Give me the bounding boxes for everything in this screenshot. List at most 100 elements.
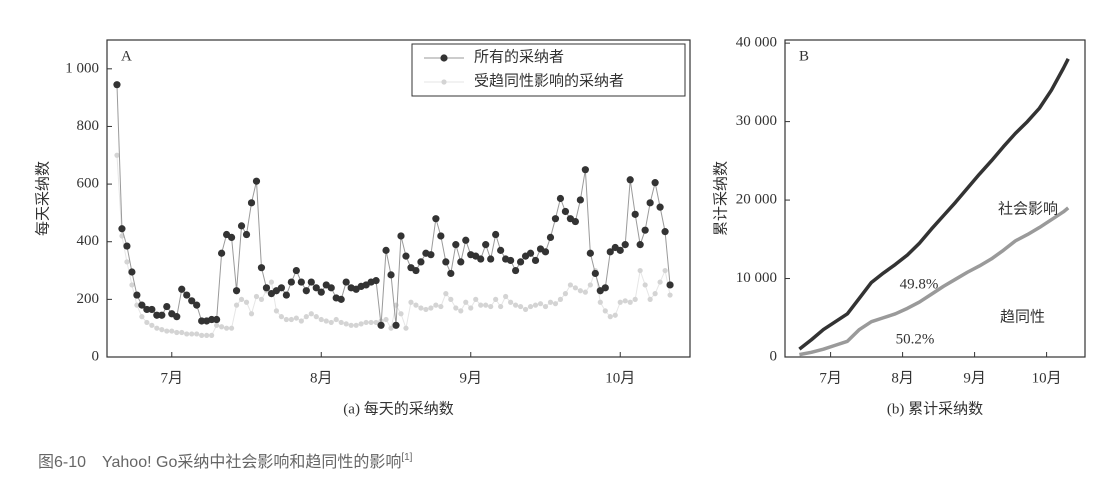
data-point [437, 232, 445, 240]
data-point [632, 296, 638, 302]
data-point [148, 305, 156, 314]
data-point [288, 316, 294, 323]
data-point [317, 288, 325, 296]
data-point [617, 299, 623, 305]
data-point [139, 314, 145, 320]
data-point [129, 282, 135, 288]
data-point [113, 81, 121, 89]
x-tick-label: 9月 [459, 370, 482, 386]
data-point [556, 194, 565, 203]
data-point [626, 176, 634, 184]
data-point [551, 215, 560, 223]
data-point [298, 318, 304, 324]
data-point [462, 236, 470, 244]
data-point [223, 325, 230, 331]
data-point [666, 281, 674, 289]
data-point [427, 251, 435, 259]
x-tick-label: 10月 [1032, 370, 1062, 386]
figure-caption: 图6-10 Yahoo! Go采纳中社会影响和趋同性的影响[1] [38, 452, 413, 472]
data-point [621, 241, 629, 249]
data-point [368, 319, 374, 326]
x-tick-label: 9月 [963, 370, 986, 386]
data-point [118, 225, 126, 233]
data-point [159, 327, 165, 333]
data-point [258, 296, 265, 302]
data-point [511, 266, 520, 275]
data-point [581, 166, 589, 174]
data-point [656, 203, 664, 211]
data-point [657, 279, 663, 285]
data-point [247, 199, 256, 207]
data-point [542, 303, 549, 310]
data-point [458, 308, 464, 314]
data-point [652, 291, 658, 297]
data-point [287, 278, 295, 286]
annotation: 49.8% [900, 276, 939, 292]
legend-marker [440, 54, 448, 62]
data-point [158, 311, 166, 319]
data-point [591, 269, 599, 278]
data-point [622, 298, 628, 304]
data-point [642, 282, 648, 288]
data-point [516, 258, 525, 266]
data-point [149, 322, 155, 328]
data-point [237, 222, 246, 230]
data-point [478, 302, 484, 308]
data-point [213, 315, 221, 324]
data-point [143, 305, 151, 314]
data-point [508, 299, 514, 305]
x-tick-label: 10月 [605, 370, 635, 386]
legend-label: 所有的采纳者 [474, 48, 564, 65]
data-point [546, 233, 555, 242]
data-point [402, 252, 410, 260]
data-point [138, 301, 146, 309]
data-point [662, 267, 668, 274]
series-line [116, 155, 671, 336]
data-point [447, 269, 455, 278]
data-point [561, 207, 570, 216]
y-tick-label: 20 000 [736, 192, 777, 208]
data-point [219, 324, 225, 330]
y-tick-label: 0 [770, 348, 778, 364]
data-point [507, 256, 515, 265]
data-point [438, 303, 444, 310]
data-point [308, 311, 314, 317]
series-line [799, 206, 1070, 357]
data-point [448, 296, 454, 302]
data-point [184, 331, 190, 337]
data-point [218, 249, 226, 257]
data-point [312, 284, 320, 292]
data-point [452, 241, 460, 249]
data-point [123, 242, 131, 250]
data-point [194, 331, 200, 337]
data-point [641, 226, 649, 234]
data-point [647, 296, 653, 302]
data-point [343, 321, 349, 327]
data-point [397, 232, 405, 240]
data-point [164, 328, 170, 334]
data-point [372, 277, 380, 285]
data-point [262, 284, 271, 292]
data-point [382, 246, 390, 254]
data-point [303, 314, 309, 320]
data-point [517, 303, 524, 310]
series-line [798, 58, 1070, 351]
data-point [363, 319, 369, 326]
data-point [337, 295, 345, 303]
data-point [302, 287, 310, 295]
data-point [227, 233, 236, 242]
data-point [432, 215, 440, 223]
data-point [522, 306, 529, 313]
data-point [453, 305, 459, 311]
data-point [403, 325, 409, 331]
data-point [253, 293, 260, 300]
data-point [661, 228, 669, 236]
x-tick-label: 8月 [891, 370, 914, 386]
data-point [282, 291, 290, 299]
data-point [398, 311, 404, 317]
data-point [214, 322, 220, 328]
data-point [293, 315, 299, 321]
y-tick-label: 30 000 [736, 113, 777, 129]
data-point [487, 255, 495, 263]
